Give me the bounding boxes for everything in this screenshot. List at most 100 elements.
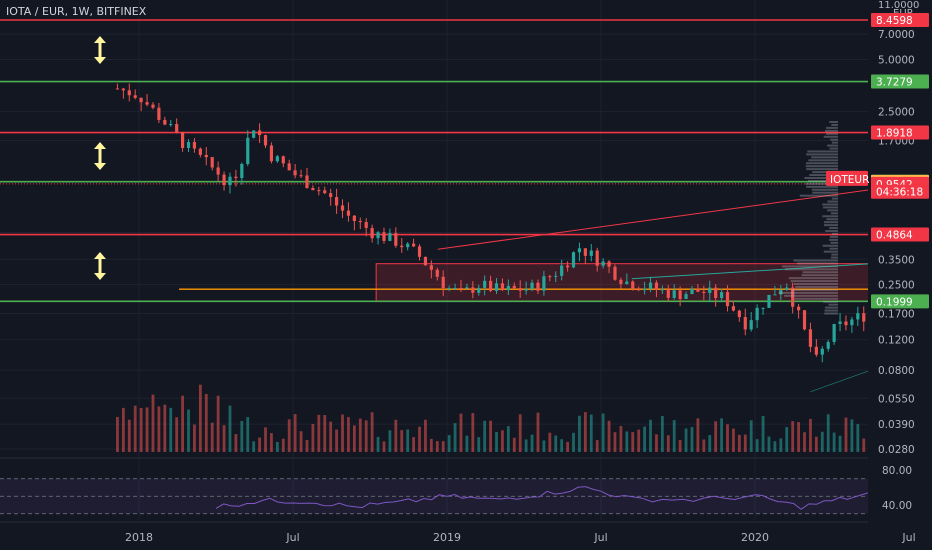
volume-bar <box>572 432 575 452</box>
volume-bar <box>832 432 836 452</box>
candle-body <box>175 124 179 133</box>
volume-bar <box>169 407 173 452</box>
candle-body <box>465 287 469 289</box>
volume-bar <box>530 434 534 452</box>
candle-body <box>180 132 185 148</box>
level-price-label: 3.7279 <box>876 77 913 89</box>
price-tick-label: 0.3500 <box>878 254 915 266</box>
candle-body <box>696 288 700 292</box>
candle-body <box>222 174 226 186</box>
profile-row <box>826 132 838 135</box>
candle-body <box>252 130 256 138</box>
teal-trend-line <box>631 259 932 280</box>
volume-bar <box>755 439 759 452</box>
candle-body <box>613 266 617 280</box>
volume-bar <box>696 418 700 452</box>
price-tick-label: 0.0280 <box>878 444 915 456</box>
candle-body <box>370 227 374 239</box>
rsi-line <box>215 481 932 510</box>
volume-bar <box>637 429 641 452</box>
level-price-label: 1.8918 <box>876 128 913 140</box>
volume-bar <box>228 405 232 452</box>
candle-body <box>832 323 836 342</box>
profile-row <box>811 156 838 159</box>
symbol-title[interactable]: IOTA / EUR, 1W, BITFINEX <box>6 5 147 18</box>
candle-body <box>287 163 291 171</box>
volume-bar <box>175 417 179 452</box>
candle-body <box>743 317 747 330</box>
candle-body <box>802 310 807 330</box>
volume-bar <box>856 424 860 452</box>
price-tick-label: 0.0800 <box>878 365 915 377</box>
rsi-panel <box>0 478 932 515</box>
profile-row <box>831 232 838 235</box>
time-axis: 2018Jul2019Jul2020Jul2021Jul2022Jul <box>0 521 916 544</box>
candle-body <box>814 346 818 355</box>
candle-body <box>844 321 848 326</box>
arrow-head-up <box>94 252 106 259</box>
volume-bar <box>181 395 184 452</box>
volume-bar <box>352 425 356 452</box>
volume-bar <box>429 438 433 452</box>
volume-bar <box>761 415 765 452</box>
candle-body <box>666 289 670 298</box>
candle-body <box>731 306 736 311</box>
volume-bar <box>613 432 617 452</box>
candle-body <box>737 310 741 318</box>
volume-bar <box>631 432 635 452</box>
candle-body <box>163 119 167 125</box>
candle-body <box>820 348 824 355</box>
profile-row <box>801 274 838 277</box>
candle-body <box>394 233 398 246</box>
profile-row <box>799 194 838 197</box>
volume-bar <box>193 424 196 452</box>
profile-row <box>806 162 838 165</box>
profile-row <box>809 174 838 177</box>
candle-body <box>719 292 724 299</box>
volume-bar <box>660 416 664 452</box>
volume-bar <box>216 395 220 452</box>
candle-body <box>595 250 599 266</box>
candle-body <box>453 287 457 289</box>
candle-body <box>631 281 635 290</box>
candle-body <box>240 163 244 179</box>
volume-bar <box>435 441 439 452</box>
candle-body <box>133 95 137 98</box>
volume-bar <box>418 426 421 452</box>
candle-body <box>796 306 801 311</box>
price-tick-label: 0.2500 <box>878 280 915 292</box>
volume-bar <box>862 438 866 452</box>
volume-bar <box>358 418 362 452</box>
profile-row <box>823 135 838 138</box>
candle-body <box>423 256 428 266</box>
profile-row <box>791 288 838 291</box>
candle-body <box>530 282 534 290</box>
volume-bar <box>779 438 783 452</box>
level-price-label-bg <box>871 227 929 242</box>
candle-body <box>269 145 274 162</box>
symbol-tag: IOTEUR <box>830 174 869 186</box>
volume-bar <box>542 440 546 452</box>
profile-row <box>831 141 838 144</box>
profile-row <box>829 235 838 238</box>
volume-bar <box>116 416 119 452</box>
candle-body <box>441 276 445 289</box>
volume-bar <box>121 407 125 452</box>
volume-bar <box>453 423 457 452</box>
range-box-2019 <box>375 263 932 302</box>
arrow-head-down <box>94 163 106 170</box>
horizontal-levels[interactable] <box>0 19 932 303</box>
volume-bars <box>116 384 931 452</box>
volume-bar <box>518 414 522 452</box>
price-tick-label: 2.5000 <box>878 107 915 119</box>
volume-bar <box>364 420 368 452</box>
candle-body <box>311 187 315 191</box>
volume-bar <box>264 427 267 452</box>
candle-body <box>459 287 463 289</box>
profile-row <box>784 294 838 297</box>
candle-body <box>660 289 664 291</box>
candle-body <box>358 221 362 223</box>
volume-bar <box>483 420 487 452</box>
volume-bar <box>803 432 806 452</box>
